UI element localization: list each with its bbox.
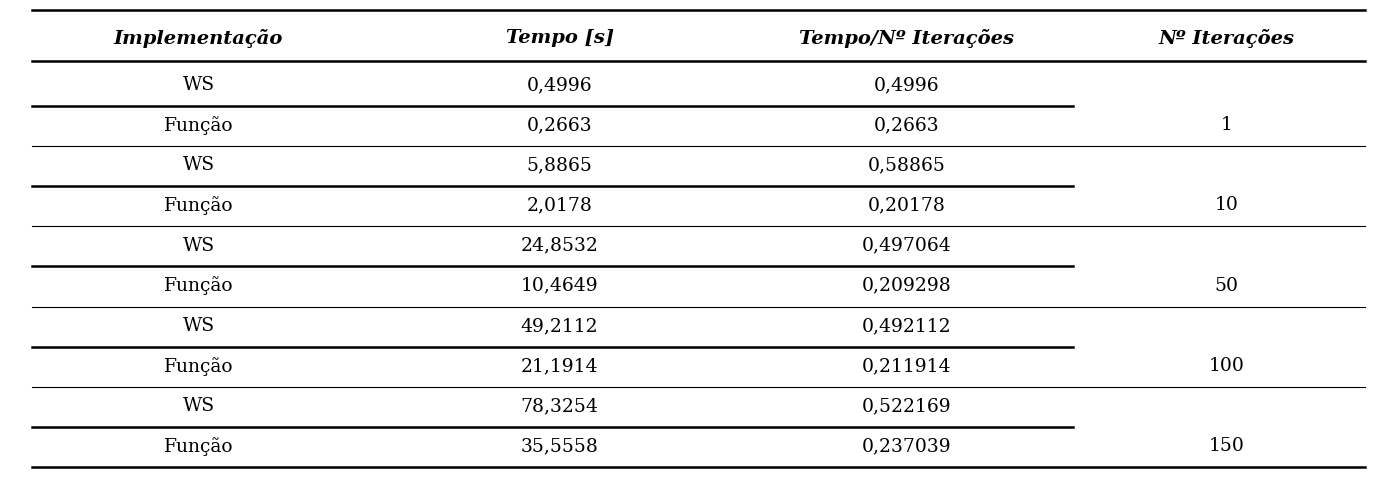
Text: Função: Função — [163, 196, 233, 215]
Text: WS: WS — [183, 237, 215, 254]
Text: 49,2112: 49,2112 — [521, 317, 598, 335]
Text: Tempo/Nº Iterações: Tempo/Nº Iterações — [799, 29, 1014, 48]
Text: WS: WS — [183, 76, 215, 94]
Text: Tempo [s]: Tempo [s] — [506, 29, 613, 47]
Text: 150: 150 — [1208, 437, 1245, 455]
Text: Nº Iterações: Nº Iterações — [1158, 29, 1294, 48]
Text: 0,497064: 0,497064 — [862, 237, 951, 254]
Text: 0,211914: 0,211914 — [862, 357, 951, 375]
Text: 0,2663: 0,2663 — [875, 116, 940, 134]
Text: 0,522169: 0,522169 — [862, 397, 951, 415]
Text: WS: WS — [183, 397, 215, 415]
Text: 2,0178: 2,0178 — [527, 196, 592, 215]
Text: 0,237039: 0,237039 — [862, 437, 951, 455]
Text: 78,3254: 78,3254 — [521, 397, 598, 415]
Text: Função: Função — [163, 116, 233, 134]
Text: 0,2663: 0,2663 — [527, 116, 592, 134]
Text: 24,8532: 24,8532 — [521, 237, 598, 254]
Text: 1: 1 — [1220, 116, 1232, 134]
Text: 0,20178: 0,20178 — [868, 196, 946, 215]
Text: 50: 50 — [1214, 277, 1238, 295]
Text: 0,4996: 0,4996 — [527, 76, 592, 94]
Text: Função: Função — [163, 276, 233, 295]
Text: 10: 10 — [1214, 196, 1238, 215]
Text: 5,8865: 5,8865 — [527, 156, 592, 174]
Text: 0,4996: 0,4996 — [875, 76, 940, 94]
Text: WS: WS — [183, 317, 215, 335]
Text: Função: Função — [163, 357, 233, 375]
Text: 21,1914: 21,1914 — [521, 357, 598, 375]
Text: 0,58865: 0,58865 — [868, 156, 946, 174]
Text: 100: 100 — [1208, 357, 1245, 375]
Text: Função: Função — [163, 437, 233, 456]
Text: 35,5558: 35,5558 — [521, 437, 598, 455]
Text: WS: WS — [183, 156, 215, 174]
Text: 10,4649: 10,4649 — [521, 277, 598, 295]
Text: 0,209298: 0,209298 — [862, 277, 951, 295]
Text: Implementação: Implementação — [115, 29, 284, 48]
Text: 0,492112: 0,492112 — [862, 317, 951, 335]
